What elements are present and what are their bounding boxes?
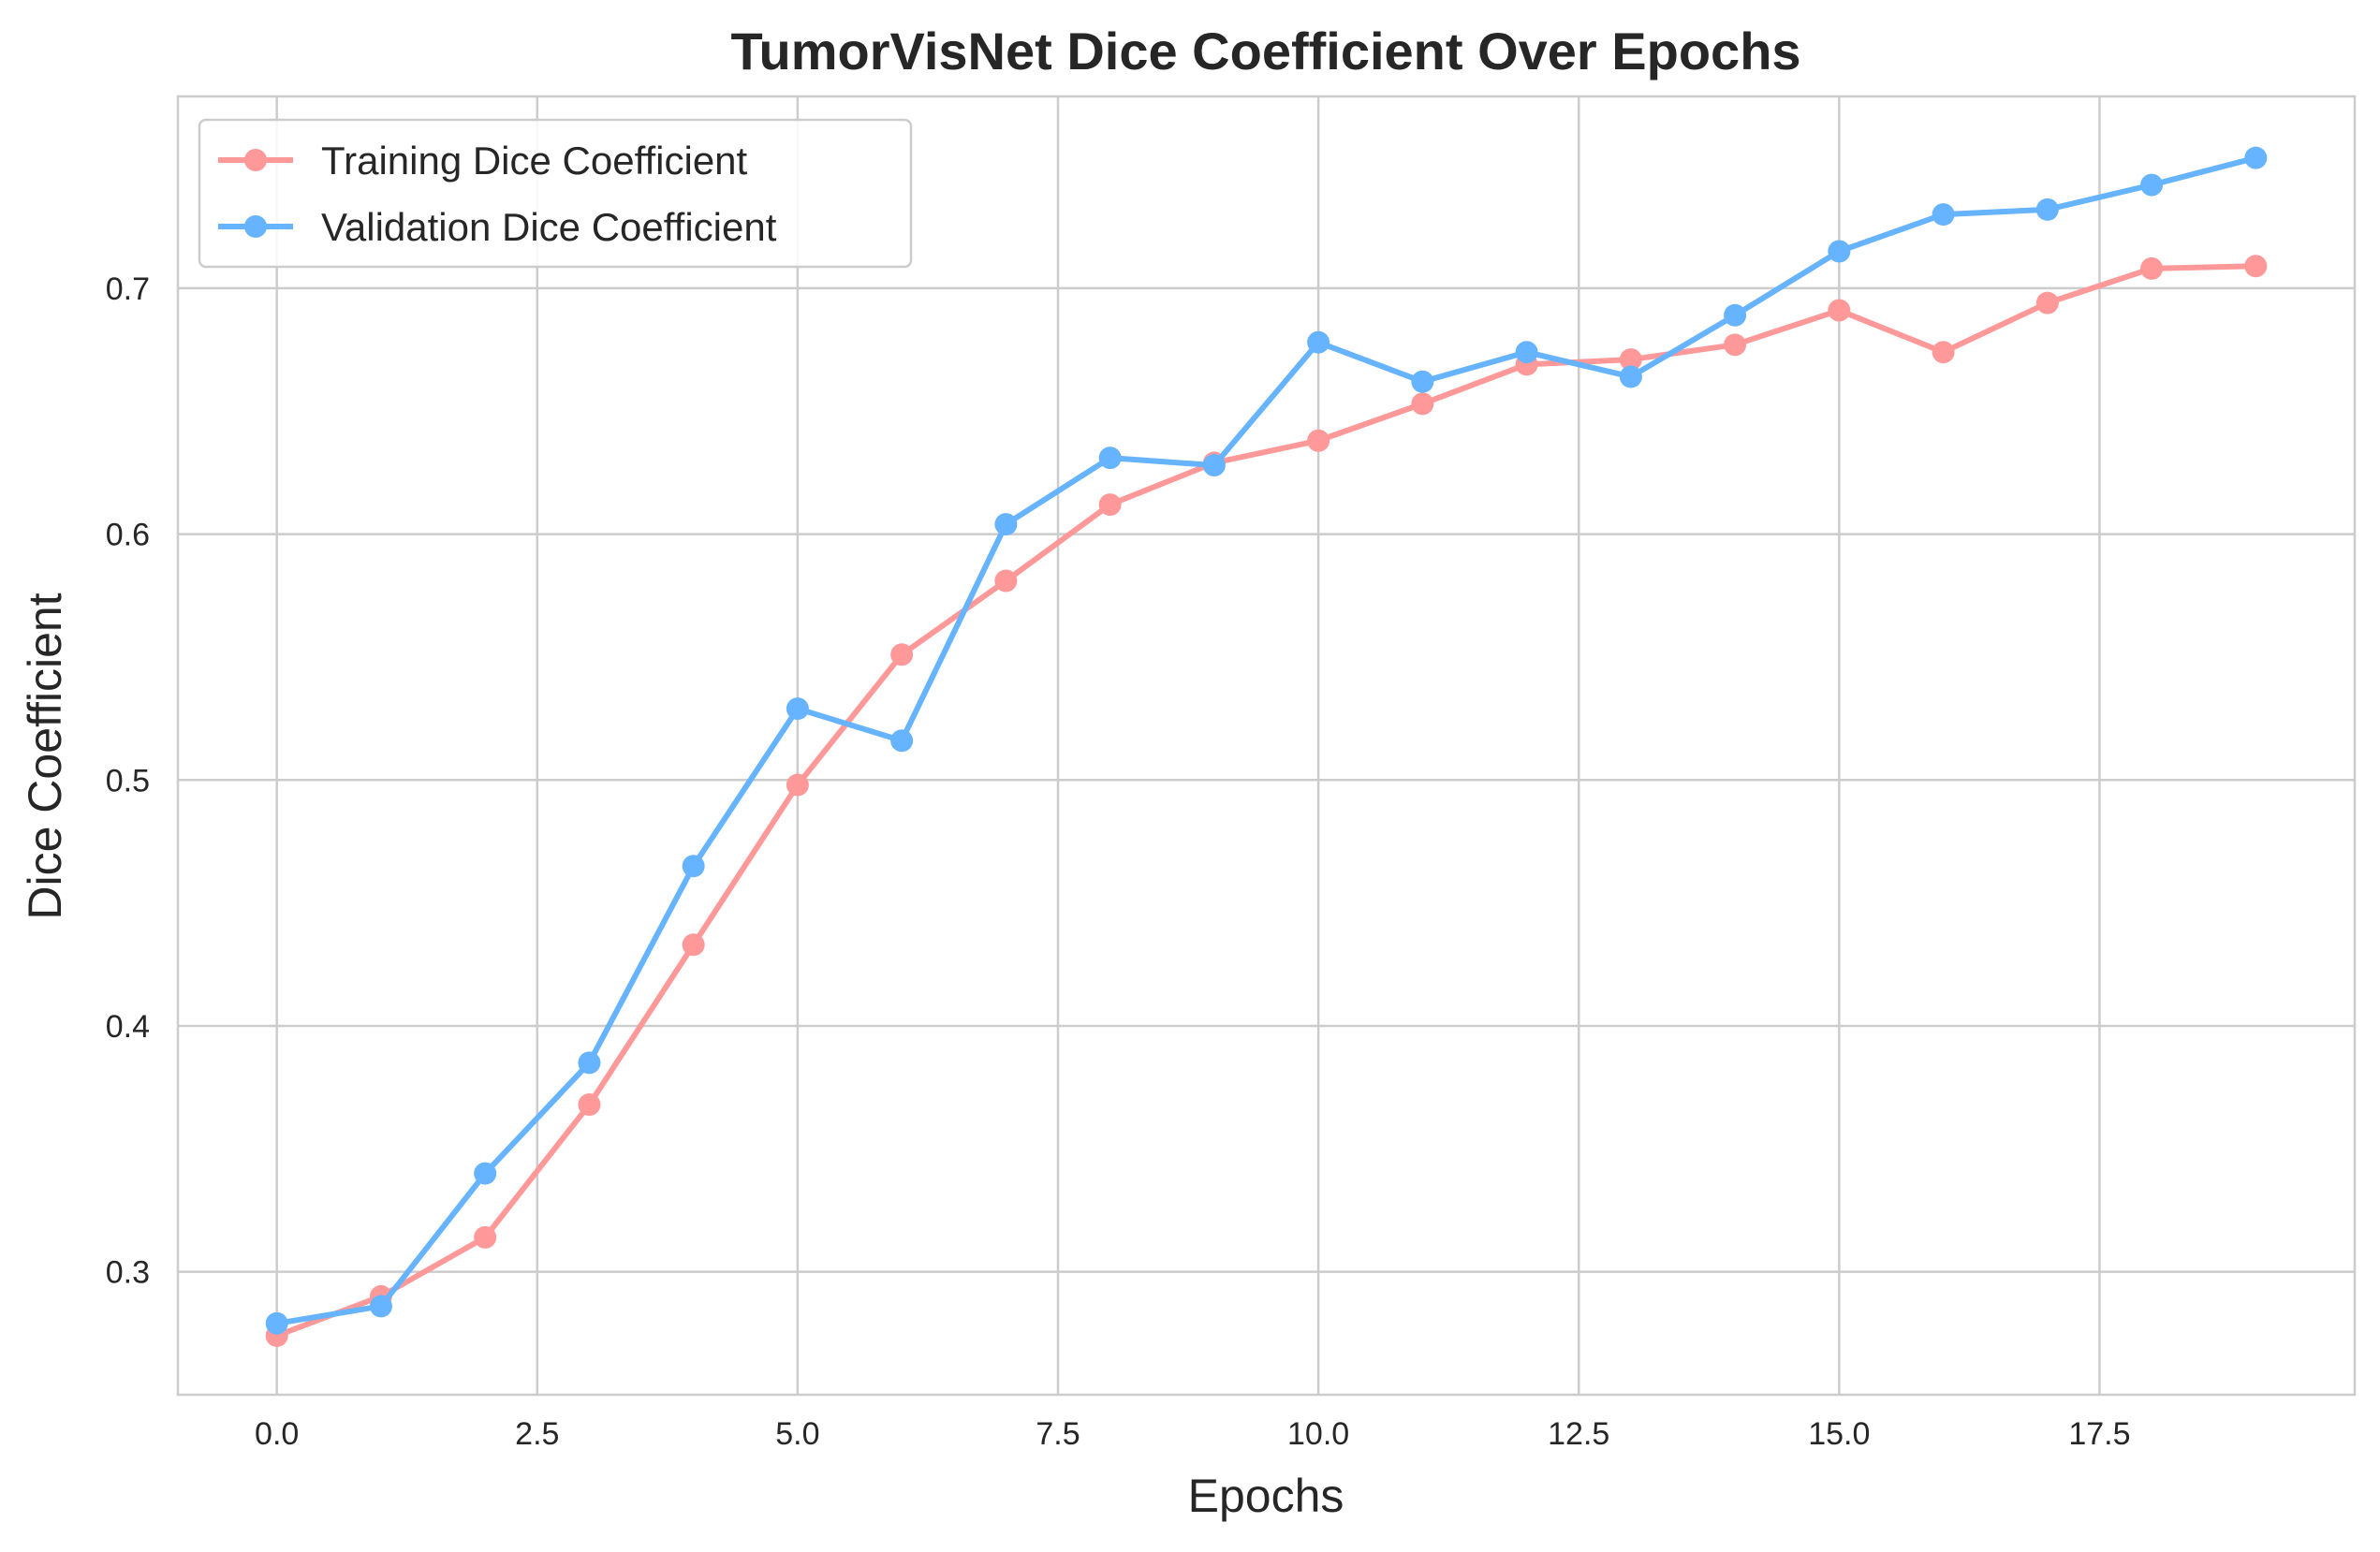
series-validation: [265, 146, 2268, 1335]
data-point: [1724, 303, 1747, 327]
y-tick-label: 0.3: [106, 1255, 150, 1291]
legend-marker: [244, 215, 267, 238]
data-point: [369, 1295, 392, 1318]
x-tick-label: 0.0: [255, 1416, 299, 1452]
legend-item: Validation Dice Coefficient: [218, 205, 777, 249]
data-point: [474, 1225, 497, 1249]
x-axis-label: Epochs: [1188, 1470, 1344, 1522]
x-tick-label: 7.5: [1036, 1416, 1080, 1452]
data-point: [1828, 240, 1851, 263]
data-point: [1411, 370, 1434, 393]
y-tick-label: 0.5: [106, 763, 150, 798]
data-point: [2035, 198, 2059, 221]
plot-area: [176, 95, 2357, 1397]
data-point: [890, 729, 914, 753]
data-point: [578, 1051, 601, 1075]
data-point: [994, 513, 1018, 536]
y-tick-label: 0.7: [106, 271, 150, 307]
gridlines: [178, 96, 2355, 1395]
data-point: [1098, 447, 1122, 470]
legend-marker: [244, 149, 267, 171]
data-point: [786, 773, 809, 797]
y-tick-label: 0.4: [106, 1009, 150, 1045]
legend: Training Dice Coefficient Validation Dice…: [198, 118, 913, 269]
data-point: [2244, 255, 2268, 278]
data-point: [890, 643, 914, 666]
data-point: [1307, 429, 1330, 452]
data-point: [682, 933, 705, 957]
data-point: [578, 1093, 601, 1117]
x-tick-label: 2.5: [515, 1416, 559, 1452]
data-point: [265, 1311, 288, 1335]
data-point: [1202, 454, 1226, 477]
data-point: [1411, 392, 1434, 416]
data-point: [682, 855, 705, 878]
data-point: [2140, 173, 2164, 197]
legend-box: [198, 118, 913, 269]
legend-label: Training Dice Coefficient: [321, 139, 748, 183]
data-point: [474, 1162, 497, 1185]
data-point: [1515, 341, 1538, 364]
data-point: [1619, 348, 1642, 372]
plot-frame: [176, 95, 2357, 1397]
data-point: [1932, 341, 1955, 364]
x-tick-label: 15.0: [1808, 1416, 1870, 1452]
y-axis-ticks: 0.3 0.4 0.5 0.6 0.7: [106, 271, 150, 1291]
series-line: [273, 154, 2259, 1326]
x-tick-label: 10.0: [1287, 1416, 1349, 1452]
data-point: [1828, 299, 1851, 322]
data-point: [2244, 146, 2268, 169]
y-tick-label: 0.6: [106, 518, 150, 553]
x-tick-label: 12.5: [1548, 1416, 1609, 1452]
x-tick-label: 17.5: [2068, 1416, 2130, 1452]
plot-background: [178, 96, 2355, 1395]
data-point: [1932, 203, 1955, 227]
chart-title: TumorVisNet Dice Coefficient Over Epochs: [730, 22, 1800, 81]
series-line: [273, 263, 2259, 1339]
data-point: [1619, 365, 1642, 388]
x-axis-ticks: 0.0 2.5 5.0 7.5 10.0 12.5 15.0 17.5: [255, 1416, 2130, 1452]
data-point: [1307, 330, 1330, 354]
y-axis-label: Dice Coefficient: [19, 593, 71, 919]
legend-item: Training Dice Coefficient: [218, 139, 748, 183]
series-layer: [265, 146, 2268, 1347]
legend-label: Validation Dice Coefficient: [321, 205, 777, 249]
data-point: [1724, 333, 1747, 357]
data-point: [1098, 493, 1122, 517]
data-point: [2140, 256, 2164, 280]
data-point: [786, 697, 809, 721]
data-point: [2035, 291, 2059, 315]
data-point: [994, 569, 1018, 593]
x-tick-label: 5.0: [775, 1416, 819, 1452]
